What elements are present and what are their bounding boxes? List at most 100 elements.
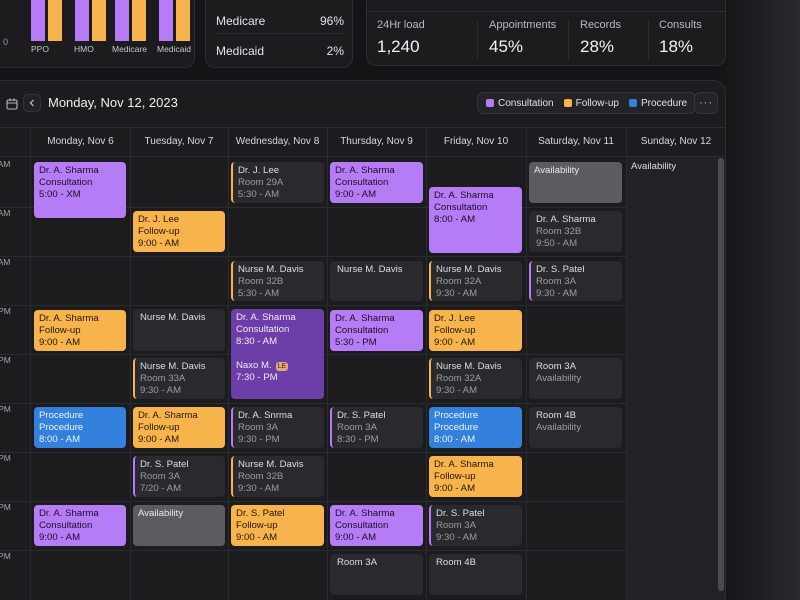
day-header-tuesday[interactable]: Tuesday, Nov 7 (144, 136, 214, 147)
payer-mix-card: Medicare 96% Medicaid 2% (205, 0, 353, 68)
bar-medicare-1 (132, 0, 146, 41)
x-tick-medicare: Medicare (112, 44, 147, 54)
time-label: 0 PM (0, 306, 11, 316)
stat-appointments: Appointments 45% (489, 19, 556, 57)
x-tick-ppo: PPO (31, 44, 49, 54)
legend-label: Consultation (498, 97, 554, 109)
event-card[interactable]: Room 4B (429, 554, 522, 595)
payer-row: Medicare 96% (216, 14, 344, 28)
event-card[interactable]: Dr. A. Snrma Room 3A 9:30 - PM (231, 407, 324, 448)
legend-label: Procedure (640, 97, 688, 109)
chevron-left-icon[interactable] (23, 94, 41, 112)
x-tick-hmo: HMO (74, 44, 94, 54)
event-card[interactable]: Dr. J. Lee Follow-up 9:00 - AM (429, 310, 522, 351)
stat-label: Consults (659, 19, 702, 31)
legend-item-procedure[interactable]: Procedure (628, 97, 688, 109)
more-options-button[interactable]: ··· (694, 92, 718, 114)
bar-medicare-0 (115, 0, 129, 41)
event-card[interactable]: Nurse M. Davis (133, 309, 225, 351)
legend-swatch (628, 99, 637, 107)
event-card[interactable]: Procedure Procedure 8:00 - AM (34, 407, 126, 448)
time-label: 0 AM (0, 159, 11, 169)
event-card[interactable]: Dr. S. Patel Room 3A 8:30 - PM (330, 407, 423, 448)
event-card[interactable]: Dr. A. Sharma Room 32B 9:50 - AM (529, 211, 622, 252)
event-card[interactable]: Dr. A. Sharma Consultation 9:00 - AM (34, 505, 126, 546)
event-card[interactable]: Dr. A. Sharma Consultation 9:00 - AM (330, 162, 423, 203)
stat-value: 28% (580, 37, 615, 56)
payer-row: Medicaid 2% (216, 44, 344, 58)
time-label: 0 PM (0, 453, 11, 463)
legend-label: Follow-up (575, 97, 619, 109)
event-card[interactable]: Nurse M. Davis (330, 261, 423, 301)
event-card[interactable]: Room 3A Availability (529, 358, 622, 399)
availability-slot[interactable]: Availability (529, 162, 622, 203)
bar-medicaid-1 (176, 0, 190, 41)
event-card[interactable]: Dr. S. Patel Room 3A 9:30 - AM (529, 261, 622, 301)
calendar-title: Monday, Nov 12, 2023 (48, 95, 178, 110)
stat-label: 24Hr load (377, 19, 425, 31)
event-card[interactable]: Dr. A. Sharma Consultation 8:00 - AM (429, 187, 522, 253)
day-header-thursday[interactable]: Thursday, Nov 9 (340, 136, 413, 147)
event-card[interactable]: Nurse M. Davis Room 32A 9:30 - AM (429, 358, 522, 399)
event-card[interactable]: Dr. A. Sharma Follow-up 9:00 - AM (429, 456, 522, 497)
legend-item-consultation[interactable]: Consultation (486, 98, 554, 109)
stat-value: 18% (659, 37, 694, 56)
event-card[interactable]: Nurse M. Davis Room 32B 5:30 - AM (231, 261, 324, 301)
legend: Consultation Follow-up Procedure (477, 92, 697, 114)
x-tick-medicaid: Medicaid (157, 44, 192, 54)
time-label: 0 PM (0, 355, 11, 365)
stat-label: Appointments (489, 19, 557, 31)
calendar-panel: Monday, Nov 12, 2023 Consultation Follow… (0, 80, 726, 600)
bar-medicaid-0 (159, 0, 173, 41)
bar-hmo-1 (92, 0, 106, 41)
legend-item-follow-up[interactable]: Follow-up (563, 97, 619, 109)
event-card[interactable]: Dr. A. Sharma Consultation 5:00 - XM (34, 162, 126, 218)
event-card[interactable]: Dr. J. Lee Room 29A 5:30 - AM (231, 162, 324, 203)
payer-name: Medicare (216, 14, 266, 28)
sunday-availability[interactable]: Availability (631, 161, 677, 172)
event-card[interactable]: Dr. S. Patel Follow-up 9:00 - AM (231, 505, 324, 546)
day-header-saturday[interactable]: Saturday, Nov 11 (538, 136, 614, 147)
event-card[interactable]: Dr. A. Sharma Consultation 5:30 - PM (330, 310, 423, 351)
time-label: 0 PM (0, 551, 11, 561)
day-header-sunday[interactable]: Sunday, Nov 12 (640, 136, 712, 147)
event-card[interactable]: Dr. A. Sharma Follow-up 9:00 - AM (133, 407, 225, 448)
event-card[interactable]: Room 4B Availability (529, 407, 622, 448)
event-card[interactable]: Dr. S. Patel Room 3A 9:30 - AM (429, 505, 522, 546)
stat-value: 45% (489, 37, 524, 56)
event-card[interactable]: Dr. S. Patel Room 3A 7/20 - AM (133, 456, 225, 497)
divider (568, 21, 569, 59)
event-card[interactable]: Procedure Procedure 8:00 - AM (429, 407, 522, 448)
event-card[interactable]: Dr. A. Sharma Follow-up 9:00 - AM (34, 310, 126, 351)
scrollbar[interactable] (718, 158, 724, 591)
availability-slot[interactable]: Availability (133, 505, 225, 546)
divider (216, 33, 344, 34)
event-card[interactable]: Room 3A (330, 554, 423, 595)
day-header-wednesday[interactable]: Wednesday, Nov 8 (235, 136, 320, 147)
stat-records: Records 28% (580, 19, 621, 57)
event-card[interactable]: Nurse M. Davis Room 32B 9:30 - AM (231, 456, 324, 497)
time-label: 0 PM (0, 404, 11, 414)
day-header-friday[interactable]: Friday, Nov 10 (443, 136, 509, 147)
y-tick-label: 0 (3, 37, 9, 47)
event-card[interactable]: Nurse M. Davis Room 32A 9:30 - AM (429, 261, 522, 301)
payer-name: Medicaid (216, 44, 265, 58)
event-card[interactable]: Dr. A. Sharma Consultation 9:00 - AM (330, 505, 423, 546)
bar-ppo-0 (31, 0, 45, 41)
calendar-header: Monday, Nov 12, 2023 Consultation Follow… (0, 81, 725, 127)
day-header-monday[interactable]: Monday, Nov 6 (47, 136, 114, 147)
event-card-selected[interactable]: Dr. A. Sharma Consultation 8:30 - AM Naxo … (231, 309, 324, 399)
payer-percent: 2% (326, 44, 344, 58)
event-card[interactable]: Nurse M. Davis Room 33A 9:30 - AM (133, 358, 225, 399)
payer-bar-chart (31, 0, 190, 41)
time-label: 0 AM (0, 208, 11, 218)
bar-ppo-1 (48, 0, 62, 41)
payer-bar-chart-card: 0 PPO HMO Medicare Medicaid (0, 0, 195, 68)
stats-card: 24Hr load 1,240 Appointments 45% Records… (366, 0, 726, 66)
event-card[interactable]: Dr. J. Lee Follow-up 9:00 - AM (133, 211, 225, 252)
calendar-icon[interactable] (3, 95, 21, 113)
stat-label: Records (580, 19, 621, 31)
overlap-badge: LE (275, 362, 289, 371)
sunday-column-bg (626, 156, 725, 600)
payer-percent: 96% (319, 14, 344, 28)
